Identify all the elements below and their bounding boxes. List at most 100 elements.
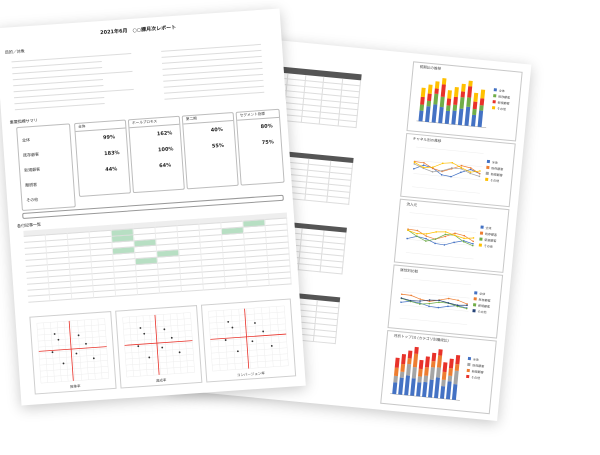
scatter-point — [170, 336, 173, 339]
grid-line — [104, 318, 110, 379]
side-label: その他 — [26, 196, 39, 203]
bar-segment — [459, 97, 465, 109]
grid-line — [126, 366, 195, 372]
bar-segment — [404, 375, 411, 396]
bar-segment — [436, 355, 443, 368]
scatter-point — [178, 351, 181, 354]
legend-swatch — [493, 94, 497, 98]
legend-swatch — [485, 177, 489, 182]
scatter-point — [231, 326, 234, 329]
bar-segment — [392, 382, 398, 395]
report-page-front: 2021年6月 ○○課月次レポート 目的／対象 重要指標サマリ 全体 既存顧客 新規… — [0, 8, 306, 406]
summary-panel-3: 第二期 — [181, 111, 239, 190]
side-label: 新規顧客 — [23, 166, 41, 173]
bar-segment — [412, 353, 419, 368]
bar-segment — [467, 86, 473, 98]
bar-segment — [454, 363, 460, 372]
legend-swatch — [479, 231, 484, 235]
summary-value: 162% — [156, 130, 173, 138]
grid-line — [190, 312, 195, 373]
table-cell — [225, 281, 248, 289]
bar-segment — [429, 367, 435, 380]
bar-segment — [442, 362, 448, 373]
bar-segment — [393, 375, 398, 383]
scatter-point — [85, 342, 87, 345]
scatter-point — [251, 340, 254, 343]
grid-line — [125, 348, 193, 354]
bar-segment — [427, 84, 433, 94]
legend-swatch — [472, 309, 476, 313]
grid-line — [402, 291, 470, 299]
line-point — [472, 237, 475, 239]
legend-swatch — [493, 88, 497, 92]
scatter-chart-2: 達成率 — [115, 304, 203, 389]
grid-line — [90, 319, 96, 380]
grid-line — [399, 317, 468, 325]
reference-line — [124, 340, 193, 346]
bar-segment — [453, 96, 458, 106]
series-line — [407, 229, 474, 239]
bar-segment — [435, 367, 441, 378]
grid-line — [403, 278, 472, 286]
series-line — [401, 293, 468, 305]
table-cell — [115, 289, 139, 297]
bar-segment — [447, 375, 453, 382]
grid-line — [125, 360, 194, 366]
grid-line — [400, 304, 469, 312]
bar-segment — [460, 91, 466, 98]
bar-segment — [416, 382, 422, 397]
chart-line-1: チャネル別の推移 全体 既存顧客 新規顧客 その他 — [400, 132, 516, 208]
table-cell — [93, 290, 117, 299]
grid-line — [409, 212, 478, 220]
bar-segment — [420, 87, 426, 98]
bar-segment — [448, 368, 453, 376]
summary-panel-1: 全体 — [73, 119, 131, 197]
bar-segment — [424, 356, 430, 368]
bar-segment — [453, 370, 459, 385]
bar-segment — [448, 358, 454, 369]
table-cell — [313, 336, 337, 345]
legend-swatch — [485, 171, 489, 176]
bar-segment — [441, 78, 447, 85]
reference-line — [210, 333, 287, 340]
table-cell — [137, 287, 161, 296]
article-table — [23, 212, 292, 307]
side-label: 既存顧客 — [22, 151, 40, 158]
bar-segment — [418, 110, 424, 122]
legend-swatch — [491, 106, 496, 110]
scatter-chart-1: 推移率 — [29, 310, 117, 395]
table-cell — [320, 266, 343, 275]
bar-segment — [398, 377, 404, 395]
bar-segment — [464, 106, 471, 126]
chart-line-2: 流入元 全体 既存顧客 新規顧客 その他 — [393, 198, 510, 273]
legend-label: 全体 — [499, 88, 505, 94]
bar-segment — [417, 376, 422, 383]
table-cell — [181, 284, 204, 293]
summary-value: 100% — [157, 146, 174, 154]
legend-swatch — [472, 303, 477, 307]
legend-label: その他 — [490, 177, 499, 183]
bar-segment — [407, 350, 413, 359]
grid-line — [40, 378, 109, 384]
scatter-plot: 達成率 — [122, 312, 195, 383]
table-cell — [203, 282, 226, 291]
scatter-point — [137, 345, 140, 348]
legend-swatch — [486, 159, 491, 164]
bar-segment — [426, 100, 432, 107]
summary-value: 55% — [211, 142, 225, 150]
bar-segment — [439, 96, 445, 108]
bar-segment — [394, 357, 400, 368]
grid-line — [407, 238, 475, 246]
bar-segment — [424, 366, 429, 376]
grid-line — [77, 320, 82, 381]
table-cell — [301, 116, 321, 125]
grid-line — [40, 372, 109, 378]
grid-line — [125, 354, 194, 360]
bar-segment — [440, 84, 446, 97]
summary-value: 99% — [102, 134, 116, 142]
bar-segment — [479, 98, 485, 106]
summary-value: 183% — [103, 150, 120, 158]
scatter-plot: 推移率 — [36, 318, 110, 389]
legend-label: 既存顧客 — [498, 94, 510, 100]
